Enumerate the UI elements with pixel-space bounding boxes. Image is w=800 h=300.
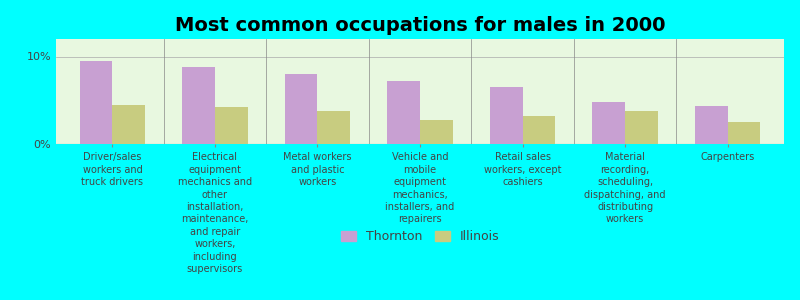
Bar (318, 111, 350, 144)
Legend: Thornton, Illinois: Thornton, Illinois (336, 225, 504, 248)
Bar (625, 111, 658, 144)
Bar (694, 106, 728, 144)
Bar (182, 67, 215, 144)
Bar (215, 107, 248, 144)
Bar (522, 116, 555, 144)
Bar (728, 122, 761, 144)
Bar (420, 119, 453, 144)
Bar (387, 81, 420, 144)
Title: Most common occupations for males in 2000: Most common occupations for males in 200… (174, 16, 666, 35)
Bar (285, 74, 318, 144)
Bar (592, 102, 625, 144)
Bar (490, 87, 522, 144)
Bar (112, 105, 146, 144)
Bar (79, 61, 112, 144)
